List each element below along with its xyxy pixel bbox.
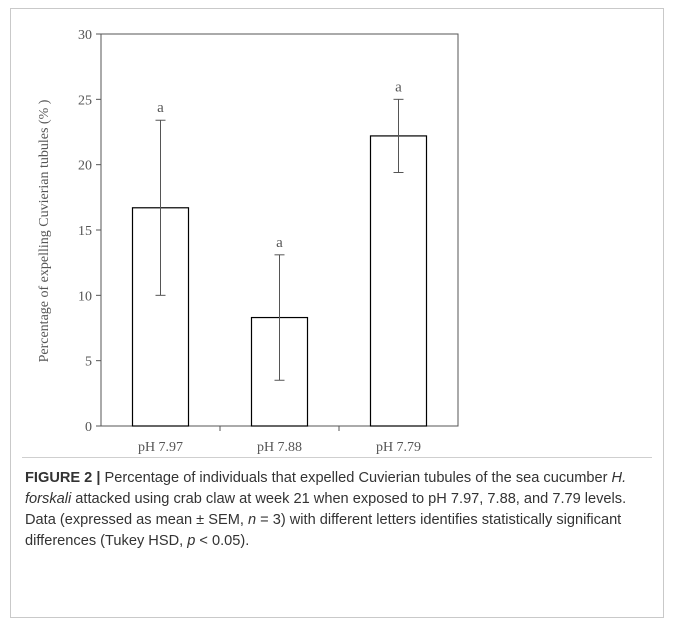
y-tick-label: 30 xyxy=(78,28,92,43)
plot-area: 0 5 10 15 20 25 30 a pH 7.97 a pH 7.88 a pH 7.79 xyxy=(78,28,459,455)
caption-text-2: attacked using crab claw at week 21 when… xyxy=(25,491,627,528)
y-tick-label: 20 xyxy=(78,159,92,174)
x-tick-label: pH 7.97 xyxy=(138,440,183,455)
figure-label: FIGURE 2 | xyxy=(25,470,101,486)
y-tick-label: 5 xyxy=(85,355,92,370)
caption-p-symbol: p xyxy=(187,533,196,549)
caption-species: H. forskali xyxy=(25,470,627,507)
y-tick-label: 15 xyxy=(78,224,92,239)
bar xyxy=(369,135,428,427)
y-tick-label: 25 xyxy=(78,93,92,108)
x-tick-label: pH 7.79 xyxy=(376,440,421,455)
bar-chart: 0 5 10 15 20 25 30 a pH 7.97 a pH 7.88 a pH 7.79 Per… xyxy=(37,28,459,455)
significance-letter: a xyxy=(157,100,164,116)
significance-letter: a xyxy=(395,79,402,95)
figure-caption: FIGURE 2 | Percentage of individuals tha… xyxy=(25,468,650,552)
caption-n-symbol: n xyxy=(247,512,257,528)
caption-text-1: Percentage of individuals that expelled … xyxy=(100,470,612,486)
y-tick-label: 0 xyxy=(85,420,92,435)
significance-letter: a xyxy=(276,235,283,251)
caption-text-4: < 0.05). xyxy=(195,533,250,549)
y-tick-label: 10 xyxy=(78,289,92,304)
caption-divider xyxy=(22,457,652,458)
figure-frame xyxy=(10,8,664,618)
x-tick-label: pH 7.88 xyxy=(257,440,302,455)
caption-text-3: = 3) with different letters identifies s… xyxy=(25,512,622,549)
y-axis-label: Percentage of expelling Cuvierian tubule… xyxy=(37,99,52,362)
